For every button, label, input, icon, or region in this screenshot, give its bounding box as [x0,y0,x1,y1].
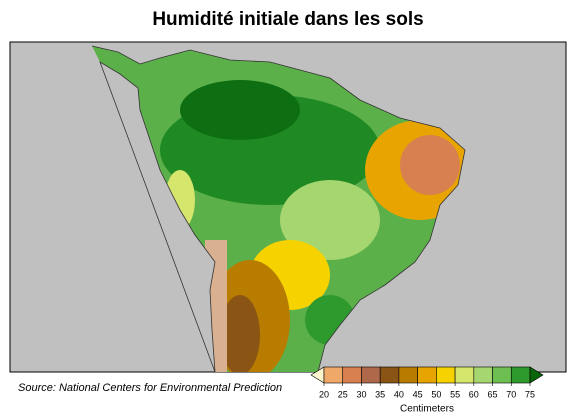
colorbar-tick-label: 30 [356,389,366,399]
title: Humidité initiale dans les sols [152,9,423,30]
colorbar-tick-label: 20 [319,389,329,399]
colorbar-tick-label: 75 [525,389,535,399]
colorbar-tick-label: 35 [375,389,385,399]
colorbar-box [323,366,344,384]
colorbar-label: Centimeters [400,404,454,415]
coastline [91,45,466,373]
colorbar-box [473,366,493,384]
colorbar-box [417,366,437,384]
source-box [10,374,305,402]
colorbar-tick-label: 65 [488,389,498,399]
colorbar-box [454,366,475,384]
colorbar-box [342,366,362,384]
colorbar-box [510,366,531,384]
colorbar-tick-label: 25 [338,389,348,399]
colorbar-box [398,366,418,384]
colorbar: 20 25 30 35 40 45 50 55 60 65 70 75 [310,366,544,399]
source-note: Source: National Centers for Environment… [18,382,282,394]
colorbar-tick-label: 40 [394,389,404,399]
colorbar-arrow-high [529,366,544,384]
colorbar-box [436,366,456,384]
colorbar-box [492,366,512,384]
colorbar-tick-label: 60 [469,389,479,399]
colorbar-tick-label: 55 [450,389,460,399]
colorbar-box [379,366,400,384]
colorbar-tick-label: 70 [506,389,516,399]
colorbar-box [361,366,381,384]
colorbar-tick-label: 45 [413,389,423,399]
colorbar-tick-label: 50 [431,389,441,399]
